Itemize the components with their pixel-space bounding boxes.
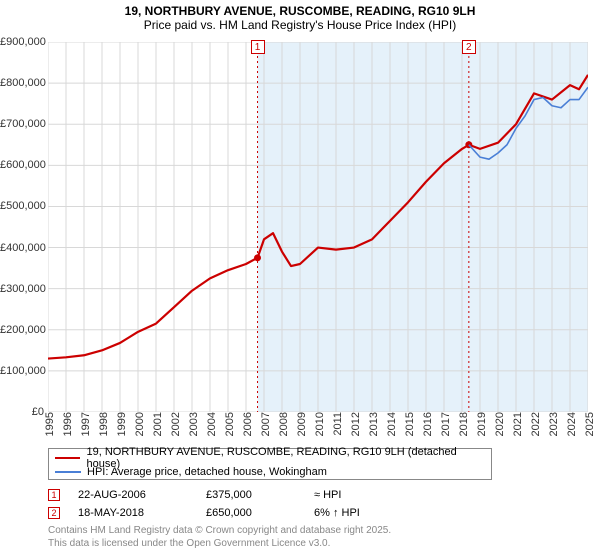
x-tick-label: 2017 xyxy=(440,412,448,436)
legend-swatch xyxy=(55,471,81,473)
x-tick-label: 2014 xyxy=(386,412,394,436)
chart-plot xyxy=(48,42,588,412)
x-tick-label: 2019 xyxy=(476,412,484,436)
y-tick-label: £600,000 xyxy=(0,159,44,171)
sale-date: 22-AUG-2006 xyxy=(78,489,188,501)
x-tick-label: 2012 xyxy=(350,412,358,436)
sale-callout: 1 xyxy=(251,40,265,54)
sale-price: £375,000 xyxy=(206,489,296,501)
x-tick-label: 2024 xyxy=(566,412,574,436)
legend: 19, NORTHBURY AVENUE, RUSCOMBE, READING,… xyxy=(48,448,492,480)
sale-delta: ≈ HPI xyxy=(314,489,394,501)
x-tick-label: 2011 xyxy=(332,412,340,436)
x-tick-label: 2020 xyxy=(494,412,502,436)
footer-line: Contains HM Land Registry data © Crown c… xyxy=(48,524,391,537)
legend-item: 19, NORTHBURY AVENUE, RUSCOMBE, READING,… xyxy=(55,451,485,465)
x-tick-label: 2010 xyxy=(314,412,322,436)
x-tick-label: 2021 xyxy=(512,412,520,436)
y-tick-label: £700,000 xyxy=(0,118,44,130)
sale-price: £650,000 xyxy=(206,507,296,519)
x-tick-label: 1999 xyxy=(116,412,124,436)
x-tick-label: 2018 xyxy=(458,412,466,436)
sale-row: 1 22-AUG-2006 £375,000 ≈ HPI xyxy=(48,486,394,504)
x-tick-label: 2002 xyxy=(170,412,178,436)
x-tick-label: 2004 xyxy=(206,412,214,436)
x-tick-label: 1998 xyxy=(98,412,106,436)
legend-label: HPI: Average price, detached house, Woki… xyxy=(87,466,327,478)
sale-delta: 6% ↑ HPI xyxy=(314,507,394,519)
x-tick-label: 2023 xyxy=(548,412,556,436)
sale-marker-icon: 2 xyxy=(48,507,60,519)
y-tick-label: £0 xyxy=(0,406,44,418)
x-tick-label: 2006 xyxy=(242,412,250,436)
y-tick-label: £400,000 xyxy=(0,242,44,254)
x-tick-label: 1997 xyxy=(80,412,88,436)
x-tick-label: 2025 xyxy=(584,412,592,436)
x-tick-label: 2008 xyxy=(278,412,286,436)
legend-swatch xyxy=(55,457,80,459)
y-tick-label: £100,000 xyxy=(0,365,44,377)
x-tick-label: 2003 xyxy=(188,412,196,436)
sale-row: 2 18-MAY-2018 £650,000 6% ↑ HPI xyxy=(48,504,394,522)
y-tick-label: £800,000 xyxy=(0,77,44,89)
y-tick-label: £200,000 xyxy=(0,324,44,336)
y-tick-label: £900,000 xyxy=(0,36,44,48)
chart-subtitle: Price paid vs. HM Land Registry's House … xyxy=(0,18,600,36)
sale-marker-icon: 1 xyxy=(48,489,60,501)
sales-table: 1 22-AUG-2006 £375,000 ≈ HPI 2 18-MAY-20… xyxy=(48,486,394,522)
y-tick-label: £500,000 xyxy=(0,200,44,212)
sale-callout: 2 xyxy=(462,40,476,54)
x-tick-label: 2013 xyxy=(368,412,376,436)
x-tick-label: 2007 xyxy=(260,412,268,436)
x-tick-label: 1995 xyxy=(44,412,52,436)
x-tick-label: 2005 xyxy=(224,412,232,436)
sale-date: 18-MAY-2018 xyxy=(78,507,188,519)
x-tick-label: 2016 xyxy=(422,412,430,436)
chart-area: £0£100,000£200,000£300,000£400,000£500,0… xyxy=(48,42,588,412)
x-tick-label: 2000 xyxy=(134,412,142,436)
x-tick-label: 2015 xyxy=(404,412,412,436)
x-tick-label: 2001 xyxy=(152,412,160,436)
footer: Contains HM Land Registry data © Crown c… xyxy=(48,524,391,550)
chart-title: 19, NORTHBURY AVENUE, RUSCOMBE, READING,… xyxy=(0,0,600,18)
x-tick-label: 1996 xyxy=(62,412,70,436)
x-tick-label: 2022 xyxy=(530,412,538,436)
y-tick-label: £300,000 xyxy=(0,283,44,295)
x-tick-label: 2009 xyxy=(296,412,304,436)
footer-line: This data is licensed under the Open Gov… xyxy=(48,537,391,550)
